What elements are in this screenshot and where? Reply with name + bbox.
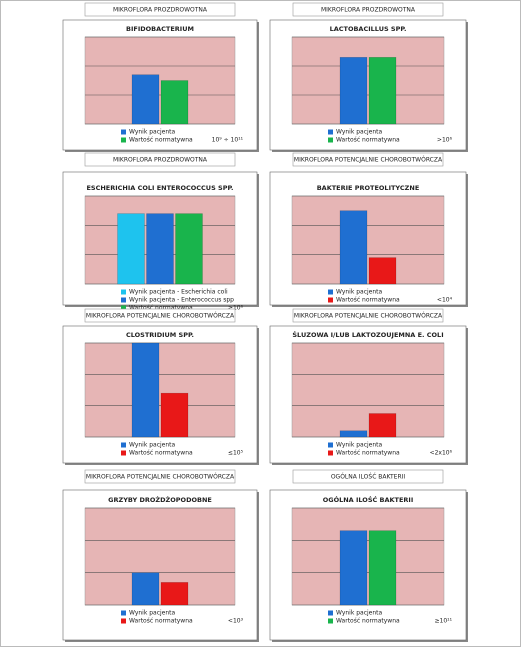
legend-swatch [328, 137, 333, 143]
section-box [292, 308, 444, 323]
norm-label: <2x10⁶ [430, 450, 453, 457]
bar [339, 210, 368, 285]
norm-label: >10⁶ [437, 137, 453, 144]
legend-swatch [121, 305, 126, 311]
legend-label: Wartość normatywna [129, 450, 193, 457]
norm-label: ≥10⁶ [228, 305, 244, 312]
plot-area [291, 342, 445, 438]
section-label: MIKROFLORA PROZDROWOTNA [113, 157, 208, 164]
chart-title: ŚLUZOWA I/LUB LAKTOZOUJEMNA E. COLI [292, 330, 443, 339]
legend-label: Wartość normatywna [336, 618, 400, 625]
norm-label: 10⁹ ÷ 10¹¹ [212, 137, 244, 144]
bar [117, 213, 145, 285]
bar [368, 413, 397, 438]
legend-swatch [121, 297, 126, 303]
norm-label: ≥10¹¹ [435, 618, 453, 625]
legend-label: Wynik pacjenta [336, 289, 383, 296]
legend-label: Wartość normatywna [336, 297, 400, 304]
legend-swatch [121, 450, 126, 456]
plot-area [84, 507, 236, 606]
bar [146, 213, 174, 285]
legend-label: Wynik pacjenta [336, 129, 383, 136]
legend-label: Wynik pacjenta - Enterococcus spp [129, 297, 234, 304]
legend-swatch [121, 129, 126, 135]
legend-swatch [121, 610, 126, 616]
legend-label: Wynik pacjenta [129, 129, 176, 136]
legend-label: Wartość normatywna [336, 450, 400, 457]
norm-label: <10³ [228, 618, 244, 625]
legend-swatch [328, 618, 333, 624]
section-label: MIKROFLORA PROZDROWOTNA [321, 7, 416, 14]
section-label: MIKROFLORA POTENCJALNIE CHOROBOTWÓRCZA [86, 474, 235, 481]
norm-label: <10⁴ [437, 297, 453, 304]
bar [175, 213, 203, 285]
plot-area [291, 507, 445, 606]
legend-label: Wartość normatywna [129, 137, 193, 144]
legend-swatch [328, 129, 333, 135]
legend-swatch [121, 618, 126, 624]
bar [131, 342, 160, 438]
legend-label: Wartość normatywna [336, 137, 400, 144]
legend-label: Wynik pacjenta [129, 610, 176, 617]
chart-title: BAKTERIE PROTEOLITYCZNE [317, 184, 420, 192]
bar [160, 392, 189, 438]
section-label: MIKROFLORA PROZDROWOTNA [113, 7, 208, 14]
norm-label: ≤10⁵ [228, 450, 244, 457]
chart-title: ESCHERICHIA COLI ENTEROCOCCUS SPP. [86, 184, 233, 192]
legend-label: Wynik pacjenta - Escherichia coli [129, 289, 228, 296]
section-box [292, 152, 444, 167]
bar [339, 530, 368, 606]
section-label: MIKROFLORA POTENCJALNIE CHOROBOTWÓRCZA [294, 157, 443, 164]
legend-swatch [328, 450, 333, 456]
plot-area [291, 36, 445, 125]
section-box [84, 2, 236, 17]
legend-swatch [328, 442, 333, 448]
section-box [84, 308, 236, 323]
section-label: MIKROFLORA POTENCJALNIE CHOROBOTWÓRCZA [86, 313, 235, 320]
bar [339, 57, 368, 125]
legend-label: Wynik pacjenta [336, 442, 383, 449]
legend-swatch [121, 442, 126, 448]
bar [131, 74, 160, 125]
bar [368, 530, 397, 606]
legend-swatch [328, 289, 333, 295]
legend-swatch [121, 289, 126, 295]
legend-swatch [121, 137, 126, 143]
chart-title: LACTOBACILLUS SPP. [330, 25, 407, 33]
bar [160, 80, 189, 125]
bar [160, 582, 189, 606]
legend-label: Wynik pacjenta [336, 610, 383, 617]
section-label: MIKROFLORA POTENCJALNIE CHOROBOTWÓRCZA [294, 313, 443, 320]
bar [368, 57, 397, 125]
section-box [292, 469, 444, 484]
legend-label: Wynik pacjenta [129, 442, 176, 449]
legend-label: Wartość normatywna [129, 618, 193, 625]
bar [339, 430, 368, 438]
legend-swatch [328, 297, 333, 303]
bar [368, 257, 397, 285]
chart-title: GRZYBY DROŻDŻOPODOBNE [108, 495, 212, 504]
section-box [292, 2, 444, 17]
plot-area [84, 342, 236, 438]
plot-area [291, 195, 445, 285]
bar [131, 572, 160, 606]
chart-title: OGÓLNA ILOŚĆ BAKTERII [323, 495, 414, 504]
section-box [84, 469, 236, 484]
chart-title: BIFIDOBACTERIUM [126, 25, 194, 33]
legend-label: Wartość normatywna [129, 305, 193, 312]
chart-title: CLOSTRIDIUM SPP. [126, 331, 194, 339]
section-box [84, 152, 236, 167]
plot-area [84, 36, 236, 125]
section-label: OGÓLNA ILOŚĆ BAKTERII [331, 474, 406, 481]
legend-swatch [328, 610, 333, 616]
